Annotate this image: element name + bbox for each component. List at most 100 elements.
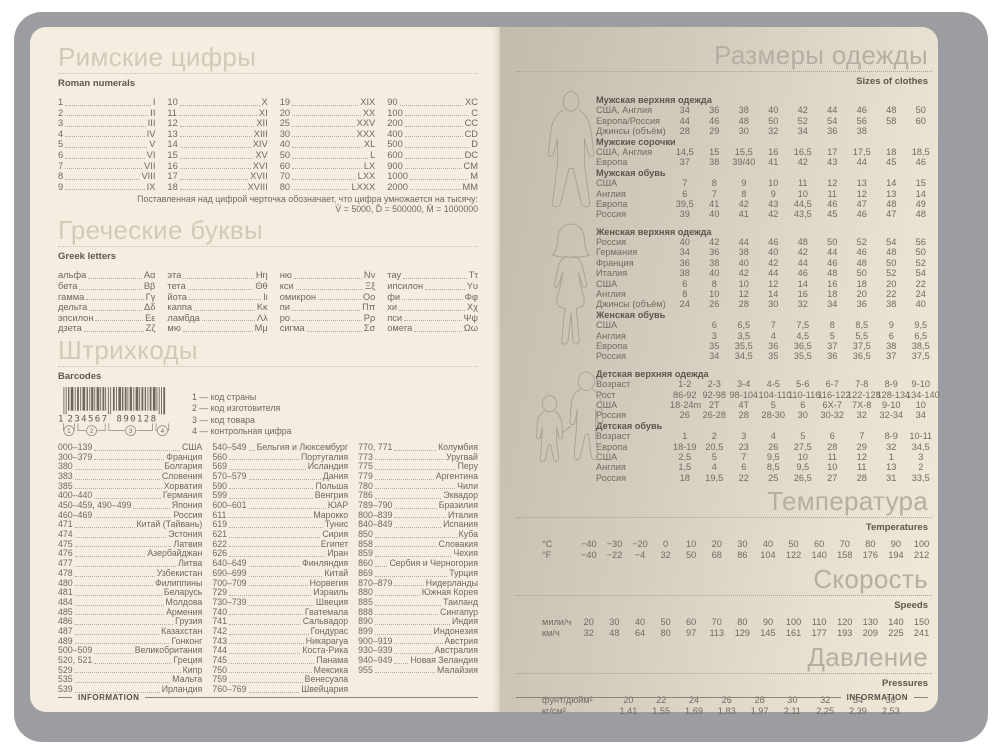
barcode-marker-numbers: 1 2 3 4 <box>67 428 164 435</box>
roman-section-subtitle: Roman numerals <box>58 78 136 89</box>
size-value: 54 <box>827 115 838 126</box>
country-code: 880 <box>358 587 373 598</box>
country-entry: 900–919 Австрия <box>358 636 478 647</box>
conversion-value: −22 <box>606 550 623 561</box>
country-entry: 450–459, 490–499 Япония <box>58 500 202 511</box>
country-entry: 745 Панама <box>212 655 349 666</box>
entry-key: мю <box>167 323 181 334</box>
size-value: 3 <box>741 431 747 442</box>
country-entry: 729 Израиль <box>212 588 348 598</box>
size-value: 11 <box>856 462 867 473</box>
entry-value: CM <box>463 160 478 171</box>
country-entry: 475 Латвия <box>58 539 202 550</box>
country-entry: 529 Кипр <box>58 665 202 676</box>
size-row: Европа 39,5 41 42 43 44,5 46 47 48 49 <box>596 199 938 209</box>
size-value: 24 <box>915 289 926 300</box>
size-value: 98-104 <box>729 389 759 400</box>
country-name: Панама <box>316 655 349 666</box>
entry-value: Νν <box>363 270 376 281</box>
country-name: Бразилия <box>438 500 478 511</box>
size-value: 6 <box>682 188 688 199</box>
size-value: 37 <box>886 351 897 362</box>
size-value: 14 <box>886 178 897 189</box>
entry-key: 18 <box>167 181 178 192</box>
size-value: 104-110 <box>758 389 792 400</box>
dot-leader <box>292 150 369 159</box>
size-value: 44 <box>797 257 808 268</box>
country-code: 000–139 <box>58 441 93 452</box>
temperature-section: Температура Temperatures °С −40 −30 −20 0 10 2… <box>500 487 938 561</box>
dot-leader <box>74 685 160 693</box>
dot-leader <box>409 182 461 191</box>
size-row-label: Россия <box>596 351 627 362</box>
country-name: Узбекистан <box>156 567 203 578</box>
size-value: 42 <box>738 198 749 209</box>
dot-leader <box>229 627 309 635</box>
size-row: Мужские сорочки <box>596 137 938 147</box>
size-value: 48 <box>886 247 897 258</box>
conversion-value: 120 <box>837 617 853 628</box>
size-value: 32 <box>856 410 867 421</box>
size-value: 8 <box>829 320 835 331</box>
entry-value: D <box>471 139 478 150</box>
entry-key: 100 <box>387 107 403 118</box>
entry-key: 600 <box>387 149 403 160</box>
country-name: Аргентина <box>435 470 478 481</box>
dot-leader <box>65 129 145 138</box>
entry-key: 15 <box>167 149 178 160</box>
size-value: 52 <box>886 268 897 279</box>
size-value: 4,5 <box>796 330 810 341</box>
roman-entry: 70 LXX <box>280 171 376 182</box>
country-name: Таиланд <box>443 596 478 607</box>
country-code: 899 <box>358 625 373 636</box>
size-row-label: Европа <box>596 157 628 168</box>
country-entry: 840–849 Испания <box>358 520 478 530</box>
conversion-value: 140 <box>888 617 904 628</box>
country-entry: 869 Турция <box>358 568 478 579</box>
dot-leader <box>414 323 462 332</box>
country-name: Великобритания <box>134 645 203 656</box>
size-value: 10 <box>768 178 779 189</box>
size-value: 28 <box>679 126 690 137</box>
entry-key: 40 <box>279 139 291 150</box>
dot-leader <box>295 281 364 290</box>
size-value: 32 <box>797 299 808 310</box>
entry-value: Οο <box>362 291 376 302</box>
size-value: 1 <box>682 431 688 442</box>
size-value: 14 <box>768 289 779 300</box>
size-value: 8 <box>682 289 688 300</box>
country-name: Бельгия и Люксембург <box>256 441 349 452</box>
size-value: 11 <box>797 178 808 189</box>
conversion-value: 2,25 <box>816 706 835 717</box>
country-code: 858 <box>358 538 373 549</box>
size-value: 6,5 <box>737 320 751 331</box>
dot-leader <box>399 302 465 311</box>
entry-value: Ψψ <box>463 312 478 323</box>
greek-entry: ламбда Λλ <box>167 313 267 324</box>
size-value: 1,5 <box>678 462 692 473</box>
conversion-value: 50 <box>660 617 671 628</box>
size-group-heading: Мужская обувь <box>596 167 666 178</box>
barcode-marker-1: 1 <box>67 428 71 435</box>
entry-key: ипсилон <box>387 280 424 291</box>
size-row: Европа 37 38 39/40 41 42 43 44 45 46 <box>596 157 938 167</box>
entry-value: XV <box>255 149 268 160</box>
dot-leader <box>292 129 355 138</box>
size-row-label: Возраст <box>596 379 631 390</box>
dot-leader <box>179 118 255 127</box>
size-value: 38 <box>856 126 867 137</box>
country-code: 742 <box>212 625 227 636</box>
size-value: 39 <box>679 209 690 220</box>
dot-leader <box>306 323 362 332</box>
conversion-value: 150 <box>913 617 930 628</box>
roman-entry: 25 XXV <box>280 118 376 129</box>
country-code: 476 <box>58 548 73 559</box>
dot-leader <box>394 646 433 655</box>
country-entry: 885 Таиланд <box>358 596 478 608</box>
entry-value: XVII <box>250 171 268 182</box>
size-row: США 7 8 9 10 11 12 13 14 15 <box>596 178 938 188</box>
roman-entry: 100 C <box>387 108 478 119</box>
size-value: 8 <box>711 278 717 289</box>
size-value: 46 <box>856 105 867 116</box>
entry-key: 16 <box>167 160 178 171</box>
